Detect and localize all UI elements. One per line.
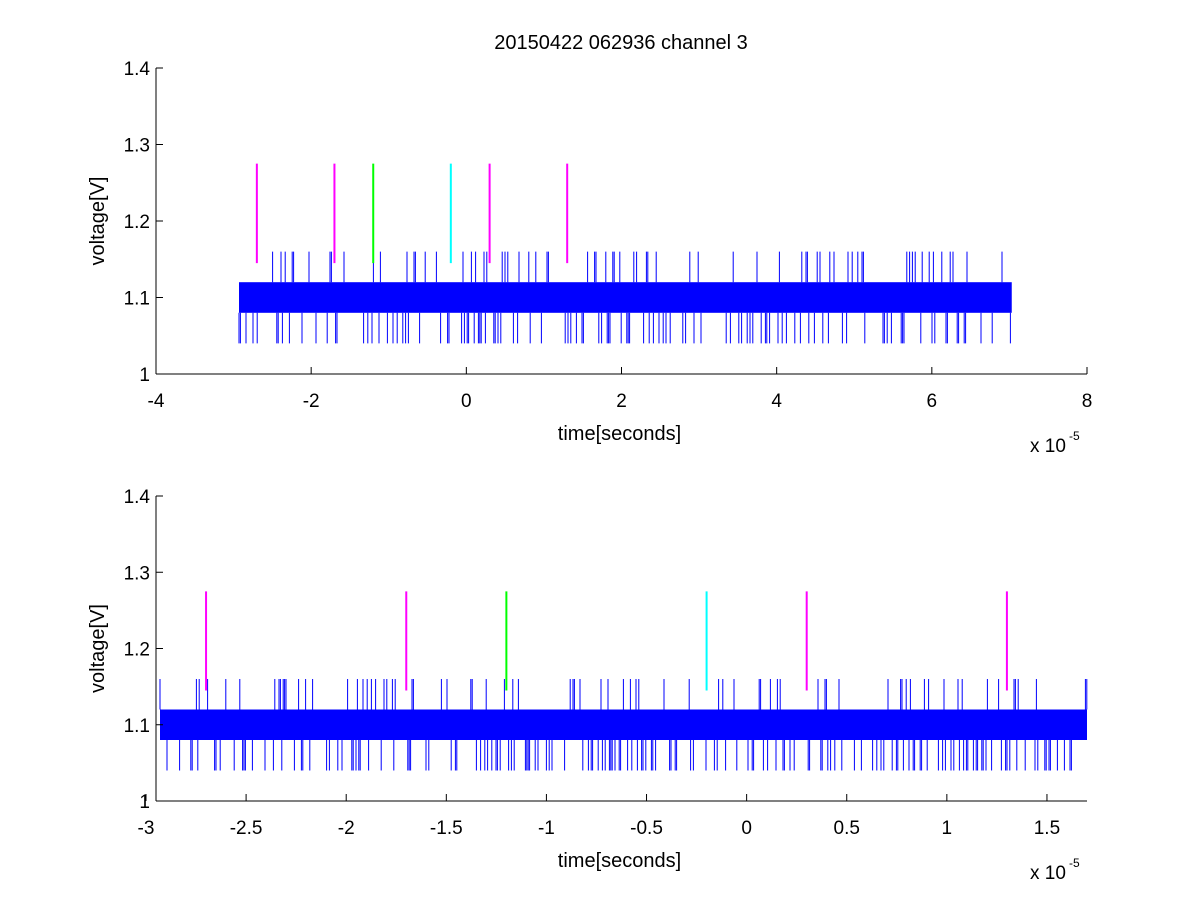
axes-top: -4 -2 0 2 4 6 8 1 1.1 1.2 1.3 1.4 time[seconds] volta… (87, 59, 1092, 457)
x-axis-multiplier: x 10 (1030, 863, 1066, 884)
x-tick-label: -4 (148, 391, 165, 412)
y-tick-label: 1.3 (124, 136, 150, 157)
x-tick-label: -1.5 (430, 818, 463, 839)
x-axis-exponent: -5 (1069, 856, 1080, 870)
x-axis-label: time[seconds] (558, 850, 681, 872)
x-tick-label: 0 (461, 391, 472, 412)
y-axis-label: voltage[V] (87, 604, 109, 693)
x-tick-label: 2 (616, 391, 627, 412)
x-tick-label: -1 (538, 818, 555, 839)
x-tick-label: 6 (927, 391, 938, 412)
y-tick-label: 1 (139, 365, 150, 386)
signal-band (239, 282, 1012, 313)
x-tick-label: 8 (1082, 391, 1093, 412)
signal-trace (238, 251, 1012, 344)
y-tick-label: 1 (139, 792, 150, 813)
x-tick-label: 4 (771, 391, 782, 412)
signal-band (160, 709, 1088, 740)
y-tick-label: 1.2 (124, 212, 150, 233)
x-axis-label: time[seconds] (558, 423, 681, 445)
x-tick-label: -3 (138, 818, 155, 839)
signal-trace (159, 679, 1088, 771)
figure-title: 20150422 062936 channel 3 (494, 32, 748, 54)
y-tick-label: 1.4 (124, 487, 151, 508)
y-tick-label: 1.4 (124, 59, 151, 80)
x-axis-exponent: -5 (1069, 429, 1080, 443)
x-tick-label: -2.5 (230, 818, 263, 839)
y-axis-label: voltage[V] (87, 177, 109, 266)
signal-spikes (238, 251, 1011, 344)
y-tick-label: 1.3 (124, 563, 150, 584)
x-tick-label: 1 (942, 818, 953, 839)
x-tick-label: -0.5 (630, 818, 663, 839)
x-tick-label: 1.5 (1034, 818, 1060, 839)
x-axis-multiplier: x 10 (1030, 436, 1066, 457)
x-tick-label: 0 (741, 818, 752, 839)
plot-area (156, 496, 1087, 801)
axes-bottom: -3 -2.5 -2 -1.5 -1 -0.5 0 0.5 1 1.5 1 1.1 1.2 1.3 1.4 t… (87, 487, 1088, 884)
x-tick-label: -2 (303, 391, 320, 412)
x-tick-label: 0.5 (834, 818, 860, 839)
signal-spikes (159, 679, 1088, 771)
y-tick-label: 1.1 (124, 716, 150, 737)
x-tick-label: -2 (338, 818, 355, 839)
y-tick-label: 1.2 (124, 640, 150, 661)
y-tick-label: 1.1 (124, 289, 150, 310)
